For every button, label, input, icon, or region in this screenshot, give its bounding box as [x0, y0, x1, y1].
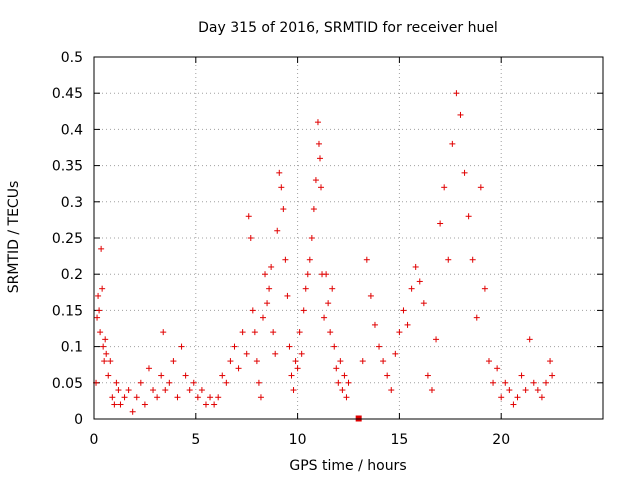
x-tick-label: 0 — [90, 432, 99, 448]
y-tick-label: 0.05 — [52, 376, 83, 392]
x-tick-label: 15 — [390, 432, 408, 448]
x-axis-label: GPS time / hours — [289, 458, 406, 474]
y-tick-label: 0.25 — [52, 231, 83, 247]
y-tick-label: 0.15 — [52, 303, 83, 319]
grid-layer — [94, 57, 603, 419]
points-layer — [93, 90, 556, 422]
plot-frame — [93, 56, 604, 420]
y-tick-label: 0 — [74, 412, 83, 428]
y-tick-label: 0.2 — [61, 267, 83, 283]
x-tick-label: 10 — [289, 432, 307, 448]
ticks-layer: 0 5 10 15 20 0 0.05 0.1 0.15 0.2 0.25 0.3 0.35 0.4 0.4… — [52, 50, 603, 448]
y-tick-label: 0.5 — [61, 50, 83, 66]
chart-title: Day 315 of 2016, SRMTID for receiver hue… — [198, 20, 498, 36]
y-tick-label: 0.45 — [52, 86, 83, 102]
x-tick-label: 20 — [492, 432, 510, 448]
y-tick-label: 0.35 — [52, 159, 83, 175]
y-tick-label: 0.1 — [61, 340, 83, 356]
x-tick-label: 5 — [191, 432, 200, 448]
y-tick-label: 0.3 — [61, 195, 83, 211]
y-axis-label: SRMTID / TECUs — [6, 181, 22, 294]
y-tick-label: 0.4 — [61, 122, 83, 138]
